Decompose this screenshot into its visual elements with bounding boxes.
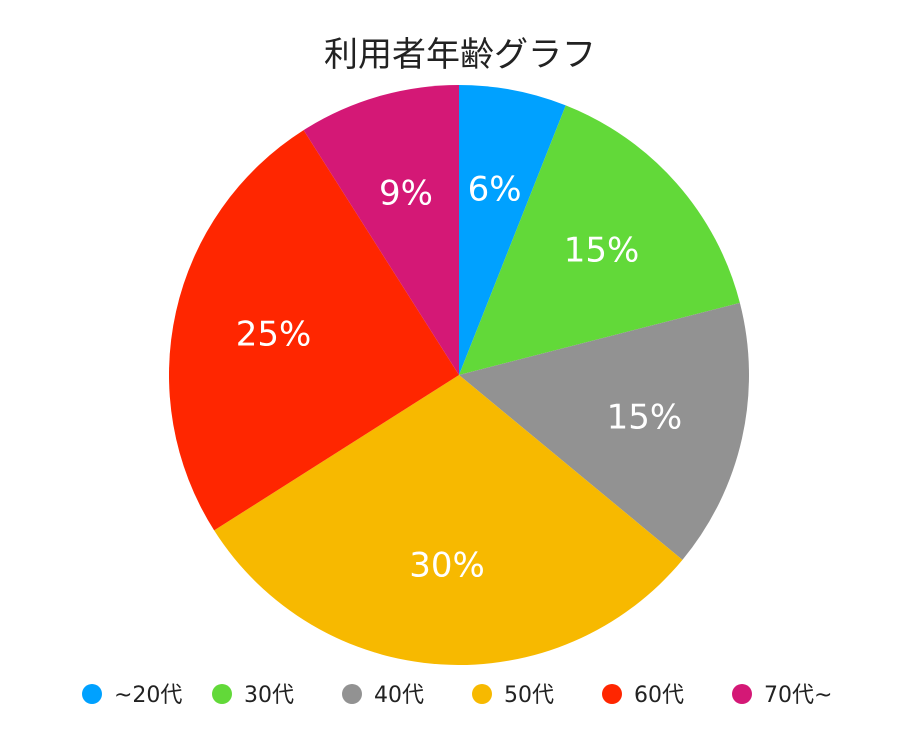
legend-label-2: 40代 <box>374 683 424 708</box>
legend-marker-0 <box>82 684 102 704</box>
slice-value-label-0: 6% <box>468 169 522 209</box>
pie-slice-0 <box>459 85 566 375</box>
pie-slice-4 <box>168 130 459 531</box>
slice-labels: 6% 15% 15% 30% 25% 9% <box>236 169 682 585</box>
slice-value-label-1: 15% <box>564 230 640 270</box>
slice-value-label-3: 30% <box>409 546 485 586</box>
pie-slices <box>168 84 750 666</box>
slice-value-label-5: 9% <box>379 174 433 214</box>
pie-slice-3 <box>214 375 683 666</box>
pie-slice-5 <box>303 84 459 375</box>
legend-marker-4 <box>602 684 622 704</box>
chart-title: 利用者年齢グラフ <box>324 35 596 75</box>
slice-value-label-4: 25% <box>236 315 312 355</box>
legend-label-0: ~20代 <box>114 683 182 708</box>
legend-label-4: 60代 <box>634 683 684 708</box>
legend-marker-2 <box>342 684 362 704</box>
legend: ~20代 30代 40代 50代 60代 70代~ <box>82 683 832 708</box>
pie-slice-1 <box>459 105 740 376</box>
legend-label-3: 50代 <box>504 683 554 708</box>
legend-label-1: 30代 <box>244 683 294 708</box>
legend-marker-3 <box>472 684 492 704</box>
legend-label-5: 70代~ <box>764 683 832 708</box>
legend-marker-1 <box>212 684 232 704</box>
slice-value-label-2: 15% <box>607 397 683 437</box>
pie-slice-2 <box>459 302 750 560</box>
legend-marker-5 <box>732 684 752 704</box>
